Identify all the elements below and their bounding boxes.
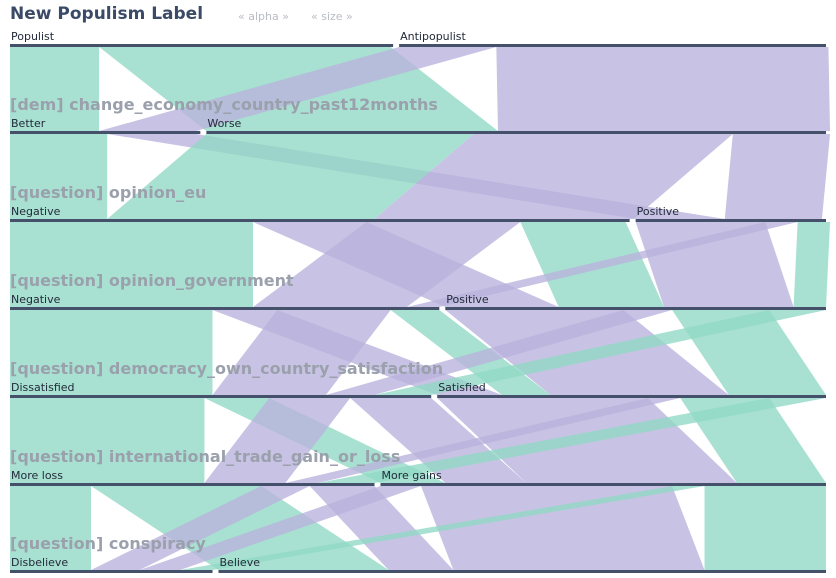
ribbon-30-populist[interactable] [680,398,826,483]
ribbon-31-populist[interactable] [317,398,826,483]
ribbon-4-populist[interactable] [10,134,108,219]
ribbon-37-antipopulist[interactable] [421,486,705,570]
category-label-believe[interactable]: Believe [220,556,261,569]
category-label-more-loss[interactable]: More loss [11,469,63,482]
ribbon-13-antipopulist[interactable] [635,222,794,307]
ribbon-26-antipopulist[interactable] [204,398,351,483]
category-label-better[interactable]: Better [11,117,46,130]
category-label-worse[interactable]: Worse [207,117,241,130]
category-bar-dem-change-economy-country-past12months-worse[interactable] [206,131,827,134]
ribbon-21-antipopulist[interactable] [325,310,673,395]
category-label-negative[interactable]: Negative [11,293,61,306]
category-bar-question-opinion-eu-negative[interactable] [10,219,630,222]
category-bar-question-opinion-eu-positive[interactable] [635,219,826,222]
category-bar-new-populism-label-antipopulist[interactable] [399,44,826,47]
ribbon-0-populist[interactable] [10,47,100,131]
category-label-dissatisfied[interactable]: Dissatisfied [11,381,75,394]
ribbon-16-populist[interactable] [10,310,213,395]
category-label-positive[interactable]: Positive [637,205,680,218]
ribbon-6-populist[interactable] [107,134,474,219]
category-label-satisfied[interactable]: Satisfied [438,381,486,394]
ribbon-39-populist[interactable] [704,486,827,570]
category-bar-new-populism-label-populist[interactable] [10,44,394,47]
dimension-title-question-opinion-government[interactable]: [question] opinion_government [10,271,294,290]
dimension-title-question-international-trade-gain-or-loss[interactable]: [question] international_trade_gain_or_l… [10,447,400,466]
category-bar-question-opinion-government-negative[interactable] [10,307,440,310]
category-bar-question-conspiracy-disbelieve[interactable] [10,570,213,573]
category-bar-question-conspiracy-believe[interactable] [218,570,827,573]
sort-alpha-link[interactable]: « alpha » [238,10,289,23]
category-label-positive[interactable]: Positive [446,293,489,306]
ribbon-15-populist[interactable] [793,222,831,307]
ribbon-34-antipopulist[interactable] [91,486,310,570]
category-label-antipopulist[interactable]: Antipopulist [400,30,466,43]
dimension-title-question-conspiracy[interactable]: [question] conspiracy [10,534,206,553]
category-label-populist[interactable]: Populist [11,30,55,43]
axis-layer: Populist Antipopulist [dem] change_economy… [10,30,827,573]
ribbon-23-populist[interactable] [374,310,827,395]
category-label-negative[interactable]: Negative [11,205,61,218]
ribbon-32-populist[interactable] [10,486,91,570]
category-label-more-gains[interactable]: More gains [382,469,443,482]
category-bar-question-international-trade-gain-or-loss-more-loss[interactable] [10,483,375,486]
category-bar-dem-change-economy-country-past12months-better[interactable] [10,131,201,134]
ribbon-9-populist[interactable] [10,222,253,307]
ribbon-11-antipopulist[interactable] [253,222,521,307]
ribbon-18-antipopulist[interactable] [212,310,391,395]
ribbon-2-antipopulist[interactable] [99,47,497,131]
ribbon-8-antipopulist[interactable] [724,134,831,219]
ribbon-24-populist[interactable] [10,398,205,483]
chart-title: New Populism Label [10,4,204,24]
sort-size-link[interactable]: « size » [311,10,353,23]
category-bar-question-international-trade-gain-or-loss-more-gains[interactable] [380,483,827,486]
ribbon-36-antipopulist[interactable] [139,486,421,570]
category-bar-question-democracy-own-country-satisfaction-satisfied[interactable] [437,395,826,398]
ribbon-29-antipopulist[interactable] [285,398,681,483]
category-bar-question-opinion-government-positive[interactable] [445,307,826,310]
dimension-title-question-democracy-own-country-satisfaction[interactable]: [question] democracy_own_country_satisfa… [10,359,443,378]
category-bar-question-democracy-own-country-satisfaction-dissatisfied[interactable] [10,395,432,398]
category-label-disbelieve[interactable]: Disbelieve [11,556,68,569]
ribbon-layer [10,47,831,570]
ribbon-38-populist[interactable] [180,486,705,570]
dimension-title-dem-change-economy-country-past12months[interactable]: [dem] change_economy_country_past12month… [10,95,438,114]
ribbon-3-antipopulist[interactable] [496,47,831,131]
dimension-title-question-opinion-eu[interactable]: [question] opinion_eu [10,183,206,202]
ribbon-7-antipopulist[interactable] [374,134,733,219]
ribbon-14-antipopulist[interactable] [406,222,798,307]
